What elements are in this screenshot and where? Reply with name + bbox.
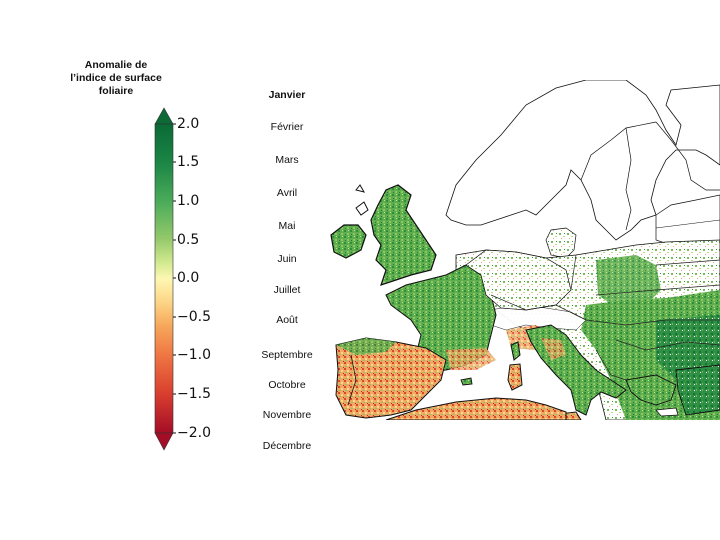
ireland	[330, 224, 367, 259]
colorbar-tick-label: 2.0	[177, 116, 200, 132]
colorbar-title-line-1: Anomalie de	[84, 59, 148, 71]
colorbar-tick-label: −1.5	[177, 386, 211, 402]
scandinavia	[445, 79, 720, 241]
month-mai[interactable]: Mai	[278, 220, 296, 232]
month-novembre[interactable]: Novembre	[262, 409, 312, 421]
europe-lai-anomaly-map	[326, 79, 720, 421]
colorbar-tick-label: 0.0	[177, 270, 200, 286]
france	[385, 264, 497, 373]
month-janvier[interactable]: Janvier	[268, 89, 306, 101]
month-juin[interactable]: Juin	[277, 253, 297, 265]
map-canvas	[330, 79, 720, 421]
great-britain	[370, 184, 437, 286]
month-juillet[interactable]: Juillet	[273, 284, 301, 296]
colorbar-tick-label: −1.0	[177, 347, 211, 363]
colorbar-title-line-2: l’indice de surface	[70, 72, 162, 84]
month-mars[interactable]: Mars	[275, 154, 299, 166]
colorbar-tick-label: 0.5	[177, 232, 200, 248]
colorbar-tick-label: −0.5	[177, 309, 211, 325]
iberian-peninsula	[335, 337, 447, 419]
colorbar-title-line-3: foliaire	[98, 85, 134, 97]
colorbar-title: Anomalie de l’indice de surface foliaire	[58, 59, 174, 98]
month-aout[interactable]: Août	[276, 314, 298, 326]
month-octobre[interactable]: Octobre	[268, 379, 306, 391]
colorbar-tick-label: 1.0	[177, 193, 200, 209]
colorbar	[150, 106, 180, 454]
colorbar-gradient	[154, 107, 176, 451]
month-septembre[interactable]: Septembre	[261, 349, 313, 361]
north-africa	[385, 397, 567, 421]
month-avril[interactable]: Avril	[276, 187, 298, 199]
colorbar-tick-label: −2.0	[177, 425, 211, 441]
month-decembre[interactable]: Décembre	[262, 440, 312, 452]
colorbar-tick-label: 1.5	[177, 154, 200, 170]
month-fevrier[interactable]: Février	[270, 121, 304, 133]
